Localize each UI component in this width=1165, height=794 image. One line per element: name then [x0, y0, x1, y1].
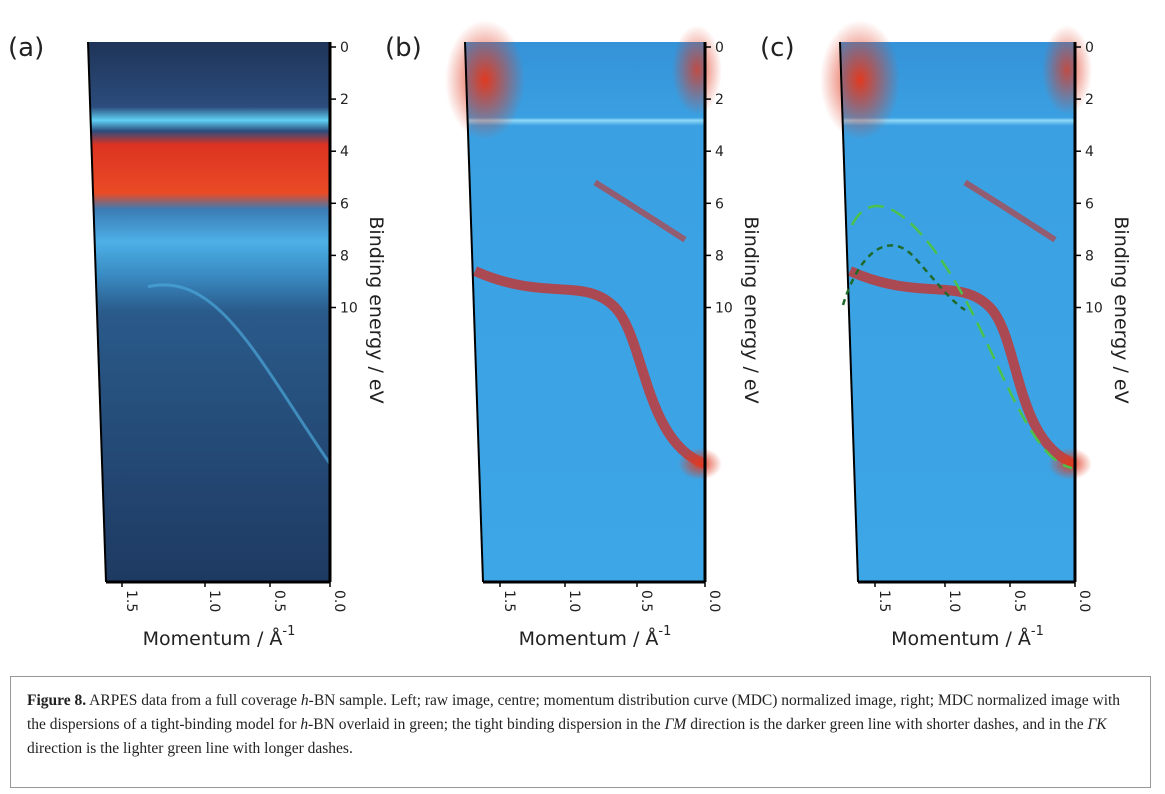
x-tick-label: 0.0	[706, 590, 722, 612]
y-tick-label: 10	[340, 301, 358, 317]
caption-text: -BN sample. Left; raw image, centre; mom…	[27, 692, 1121, 733]
dispersion-gamma-k	[850, 204, 1073, 470]
panel-label: (b)	[385, 33, 422, 63]
y-tick-label: 0	[715, 40, 724, 56]
y-tick-label: 4	[715, 144, 724, 160]
x-tick-label: 0.5	[1011, 590, 1027, 612]
band-feature	[147, 283, 332, 465]
edge-line	[839, 41, 859, 583]
y-tick-label: 4	[1085, 144, 1094, 160]
x-tick-label: 0.5	[638, 590, 654, 612]
band-feature	[593, 179, 687, 243]
x-tick-label: 1.0	[206, 590, 222, 612]
y-axis-title: Binding energy / eV	[365, 216, 387, 403]
panel-label: (c)	[760, 33, 795, 63]
caption-text: h	[300, 716, 309, 733]
x-tick-label: 1.5	[876, 590, 892, 612]
arpes-image	[465, 42, 705, 582]
y-tick-label: 6	[1085, 196, 1094, 212]
band-feature	[847, 266, 1077, 469]
x-axis-title-sup: -1	[282, 624, 295, 639]
y-tick-label: 8	[340, 248, 349, 264]
x-tick-label: 0.0	[1076, 590, 1092, 612]
caption-text: ARPES data from a full coverage	[86, 692, 301, 709]
y-tick-label: 6	[715, 196, 724, 212]
caption: Figure 8. ARPES data from a full coverag…	[10, 676, 1151, 788]
x-axis-title-sup: -1	[1031, 624, 1044, 639]
y-tick-label: 10	[1085, 301, 1103, 317]
y-tick-label: 4	[340, 144, 349, 160]
x-axis-title: Momentum / Å-1	[519, 624, 672, 650]
y-tick-label: 0	[1085, 40, 1094, 56]
x-axis-title-text: Momentum / Å	[891, 627, 1031, 650]
y-tick-label: 0	[340, 40, 349, 56]
x-tick-label: 0.0	[331, 590, 347, 612]
intensity-spot	[445, 20, 525, 140]
y-axis-title: Binding energy / eV	[740, 216, 762, 403]
caption-text: direction is the darker green line with …	[686, 716, 1088, 733]
caption-text: ΓK	[1087, 716, 1107, 733]
x-tick-label: 1.5	[123, 590, 139, 612]
x-axis-title: Momentum / Å-1	[891, 624, 1044, 650]
edge-line	[464, 41, 484, 583]
caption-text: -BN overlaid in green; the tight binding…	[308, 716, 665, 733]
y-tick-label: 8	[715, 248, 724, 264]
y-axis-title: Binding energy / eV	[1110, 216, 1132, 403]
x-axis-title-sup: -1	[658, 624, 671, 639]
y-tick-label: 2	[715, 92, 724, 108]
edge-line	[87, 41, 107, 583]
intensity-spot	[1048, 447, 1092, 480]
panel-label: (a)	[8, 33, 44, 63]
x-tick-label: 1.0	[566, 590, 582, 612]
y-tick-label: 2	[1085, 92, 1094, 108]
x-tick-label: 1.0	[946, 590, 962, 612]
y-tick-label: 10	[715, 301, 733, 317]
y-tick-label: 8	[1085, 248, 1094, 264]
figure: (a) 0 2 4 6 8 10 Binding energy / eV 1.5 1.0 0.5 0.…	[8, 20, 1132, 650]
intensity-spot	[678, 447, 722, 480]
x-tick-label: 0.5	[271, 590, 287, 612]
x-axis-title-text: Momentum / Å	[519, 627, 659, 650]
caption-text: ΓM	[664, 716, 687, 733]
x-axis-title-text: Momentum / Å	[143, 627, 283, 650]
y-tick-label: 2	[340, 92, 349, 108]
band-feature	[472, 266, 707, 469]
band-feature	[963, 179, 1057, 243]
y-tick-label: 6	[340, 196, 349, 212]
caption-text: direction is the lighter green line with…	[27, 740, 353, 757]
caption-text: h	[300, 692, 309, 709]
x-axis-title: Momentum / Å-1	[143, 624, 296, 650]
intensity-spot	[820, 20, 900, 140]
caption-label: Figure 8.	[27, 692, 87, 709]
x-tick-label: 1.5	[501, 590, 517, 612]
arpes-image	[840, 42, 1075, 582]
arpes-image	[88, 42, 330, 582]
dispersion-gamma-m	[841, 244, 966, 312]
